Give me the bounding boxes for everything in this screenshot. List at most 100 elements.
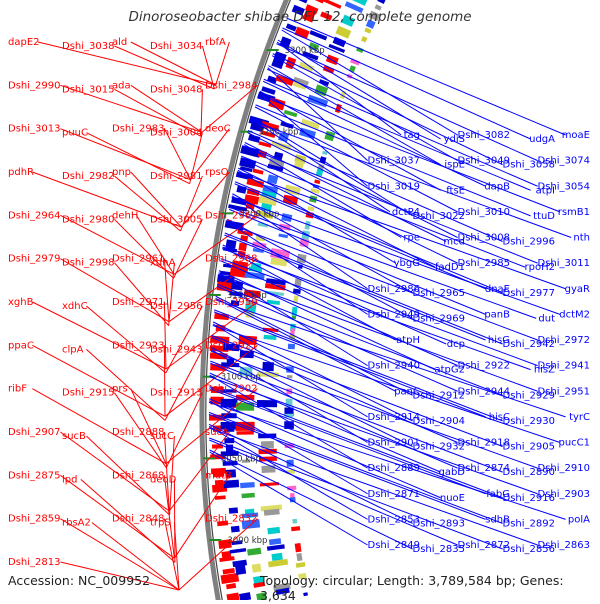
gene-block (276, 545, 277, 549)
gene-block (311, 207, 312, 211)
gene-label: rsmB1 (558, 207, 590, 218)
gene-block (363, 37, 365, 42)
gene-label: Dshi_2905 (503, 442, 555, 453)
map-title: Dinoroseobacter shibae DFL 12, complete … (0, 9, 600, 25)
gene-block (329, 132, 331, 140)
gene-label: Dshi_2950 (205, 297, 257, 308)
gene-label: Dshi_2916 (503, 493, 555, 504)
gene-label: hisZ (534, 365, 555, 376)
gene-block (290, 25, 292, 29)
gene-label: Dshi_2893 (413, 518, 465, 529)
gene-label: puuC (62, 128, 88, 139)
gene-label: Dshi_2985 (458, 258, 510, 269)
gene-block (300, 79, 301, 83)
gene-block (300, 563, 301, 567)
gene-label: Dshi_2853 (368, 514, 420, 525)
gene-label: dcp (447, 339, 465, 350)
gene-label: Dshi_2889 (368, 463, 420, 474)
gene-label: Dshi_3015 (62, 84, 114, 95)
gene-label: clpA (62, 344, 84, 355)
gene-block (258, 249, 259, 252)
gene-label: Dshi_3019 (368, 181, 420, 192)
gene-label: Dshi_2932 (413, 442, 465, 453)
leader-line (286, 18, 565, 135)
leader-line (273, 54, 503, 165)
gene-block (319, 169, 321, 176)
gene-label: Dshi_2921 (205, 340, 257, 351)
gene-label: Dshi_2929 (503, 390, 555, 401)
gene-label: fadD1 (435, 262, 465, 273)
gene-block (278, 259, 279, 265)
gene-label: nuoE (440, 493, 465, 504)
gene-label: pdhR (8, 167, 34, 178)
gene-label: dnaE (485, 284, 510, 295)
gene-label: Dshi_2986 (368, 284, 420, 295)
gene-label: Dshi_2943 (150, 344, 202, 355)
gene-label: dapE2 (8, 37, 40, 48)
gene-block (231, 584, 232, 589)
gene-label: fabG (486, 489, 510, 500)
gene-label: Dshi_2856 (503, 544, 555, 555)
leader-line (165, 349, 202, 420)
gene-block (298, 279, 299, 287)
gene-label: sdhB (485, 514, 510, 525)
gene-label: xdhA (150, 258, 176, 269)
gene-label: Dshi_2990 (8, 80, 60, 91)
gene-label: pnp (112, 167, 131, 178)
gene-label: Dshi_3013 (8, 124, 60, 135)
gene-label: udgA (529, 134, 555, 145)
gene-label: moaE (562, 130, 590, 141)
gene-block (227, 557, 228, 561)
gene-label: rpoH2 (525, 262, 555, 273)
gene-block (229, 574, 230, 583)
gene-label: hisC (489, 412, 510, 423)
gene-block (299, 553, 300, 560)
gene-label: Dshi_2956 (150, 301, 202, 312)
gene-label: Dshi_2942 (503, 339, 555, 350)
gene-label: Dshi_2998 (62, 258, 114, 269)
gene-label: Dshi_3038 (62, 41, 114, 52)
gene-label: rpe (403, 233, 420, 244)
gene-label: Dshi_2835 (413, 544, 465, 555)
gene-block (251, 196, 253, 204)
gene-label: panB (484, 309, 510, 320)
gene-label: gyaR (565, 284, 590, 295)
gene-label: Dshi_2922 (458, 361, 510, 372)
gene-label: Dshi_3022 (413, 211, 465, 222)
gene-label: Dshi_2904 (413, 416, 465, 427)
gene-label: ppaC (8, 340, 34, 351)
gene-label: sucB (62, 431, 86, 442)
leader-line (259, 95, 560, 212)
gene-label: Dshi_2969 (413, 313, 465, 324)
gene-block (256, 564, 257, 572)
gene-block (271, 77, 273, 82)
gene-label: ydiS (444, 134, 465, 145)
gene-block (239, 561, 240, 566)
topology-text: Topology: circular; Length: 3,789,584 bp… (260, 573, 600, 603)
gene-block (246, 168, 247, 171)
gene-label: Dshi_2915 (62, 388, 114, 399)
gene-label: Dshi_3005 (150, 214, 202, 225)
gene-label: xdhC (62, 301, 88, 312)
gene-label: ada (112, 80, 131, 91)
gene-label: Dshi_2892 (503, 518, 555, 529)
gene-label: rpsO (205, 167, 229, 178)
gene-block (290, 112, 291, 116)
gene-block (290, 196, 292, 204)
gene-block (276, 279, 277, 284)
gene-label: Dshi_2859 (8, 514, 60, 525)
gene-block (278, 560, 279, 566)
gene-label: Dshi_2875 (8, 470, 60, 481)
gene-block (233, 508, 234, 514)
gene-block (237, 206, 238, 210)
gene-label: Dshi_2913 (150, 388, 202, 399)
gene-block (351, 66, 353, 71)
gene-label: atpI (536, 185, 555, 196)
gene-block (297, 543, 298, 552)
gene-label: Dshi_2982 (62, 171, 114, 182)
gene-label: Dshi_3058 (503, 160, 555, 171)
gene-label: Dshi_2962 (205, 210, 257, 221)
gene-label: polA (568, 514, 590, 525)
gene-block (297, 289, 298, 294)
